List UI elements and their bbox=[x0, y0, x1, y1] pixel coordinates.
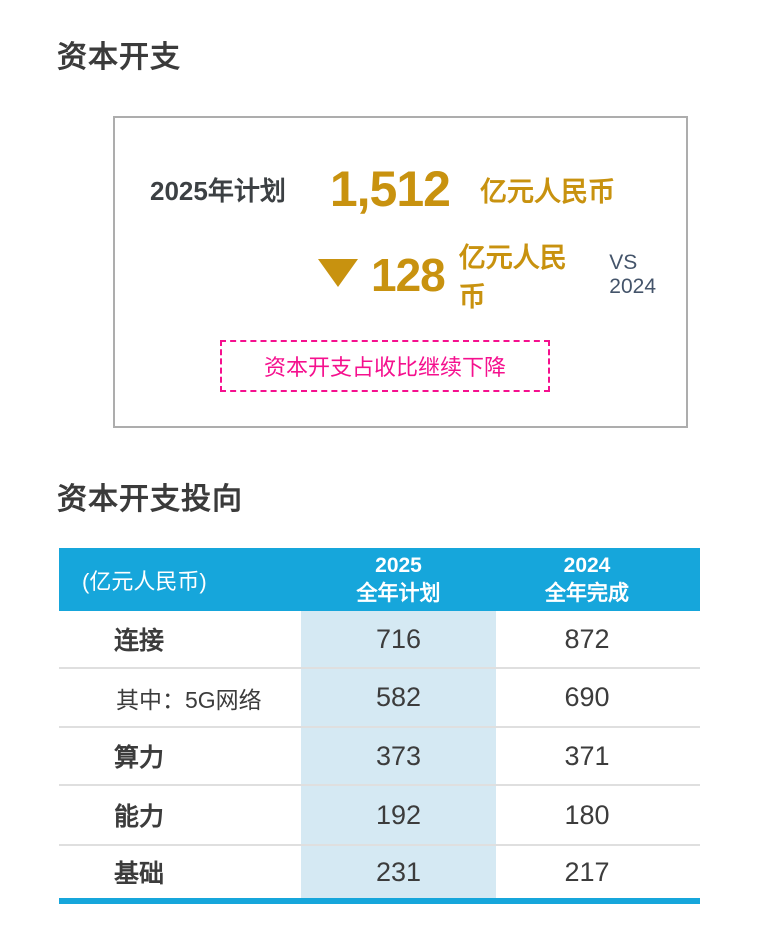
row-label: 其中：5G网络 bbox=[116, 686, 262, 713]
row-value-2025: 582 bbox=[301, 669, 496, 726]
delta-value: 128 bbox=[371, 249, 446, 301]
row-value-2024: 690 bbox=[564, 682, 610, 712]
header-2025-line1: 2025 bbox=[375, 553, 422, 577]
table-bottom-border bbox=[59, 898, 700, 904]
section-title-capex-allocation: 资本开支投向 bbox=[57, 483, 243, 516]
row-value-2024: 371 bbox=[564, 740, 610, 771]
table-header-unit: (亿元人民币) bbox=[82, 568, 207, 594]
table-row: 算力 373 371 bbox=[59, 728, 700, 786]
row-label: 连接 bbox=[114, 627, 165, 655]
row-value-2025: 716 bbox=[301, 611, 496, 667]
row-value-2024: 180 bbox=[564, 799, 610, 830]
plan-unit: 亿元人民币 bbox=[479, 176, 615, 207]
row-value-2025: 231 bbox=[301, 846, 496, 898]
table-header-row: (亿元人民币) 2025 全年计划 2024 全年完成 bbox=[59, 548, 700, 611]
header-2024-line1: 2024 bbox=[563, 553, 611, 577]
plan-label: 2025年计划 bbox=[150, 175, 286, 206]
row-value-2025: 192 bbox=[301, 786, 496, 844]
table-row: 其中：5G网络 582 690 bbox=[59, 669, 700, 728]
row-value-2024: 217 bbox=[564, 856, 610, 887]
row-label: 算力 bbox=[114, 744, 165, 772]
note-callout-box: 资本开支占收比继续下降 bbox=[220, 340, 550, 392]
row-label: 能力 bbox=[114, 803, 165, 831]
delta-unit: 亿元人民币 bbox=[458, 243, 567, 312]
table-row: 能力 192 180 bbox=[59, 786, 700, 846]
header-2024-line2: 全年完成 bbox=[545, 581, 629, 605]
header-2025-line2: 全年计划 bbox=[356, 581, 441, 605]
capex-allocation-table: (亿元人民币) 2025 全年计划 2024 全年完成 连接 716 872 其… bbox=[59, 548, 700, 904]
table-header-2024-actual: 2024 全年完成 bbox=[496, 548, 700, 611]
row-value-2024: 872 bbox=[564, 623, 610, 654]
table-header-2025-plan: 2025 全年计划 bbox=[301, 548, 496, 611]
table-row: 连接 716 872 bbox=[59, 611, 700, 669]
down-triangle-icon bbox=[318, 259, 358, 287]
delta-row: 128 亿元人民币 VS 2024 bbox=[318, 243, 686, 312]
plan-value: 1,512 bbox=[329, 161, 451, 217]
section-title-capex: 资本开支 bbox=[57, 41, 181, 74]
note-text: 资本开支占收比继续下降 bbox=[263, 355, 506, 380]
table-row: 基础 231 217 bbox=[59, 846, 700, 898]
plan-row: 2025年计划 1,512 亿元人民币 bbox=[150, 160, 615, 218]
row-value-2025: 373 bbox=[301, 728, 496, 784]
row-label: 基础 bbox=[114, 860, 165, 888]
capex-kpi-card: 2025年计划 1,512 亿元人民币 128 亿元人民币 VS 2024 资本… bbox=[113, 116, 688, 428]
delta-compare-label: VS 2024 bbox=[609, 251, 656, 298]
